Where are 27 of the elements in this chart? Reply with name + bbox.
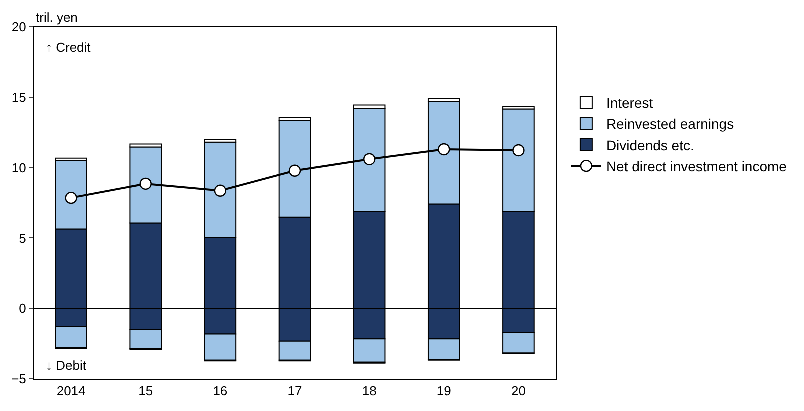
y-tick-label: 0 [19,301,26,316]
x-tick-label: 16 [213,384,228,399]
y-tick-label: −5 [12,372,26,387]
legend-label: Dividends etc. [606,137,694,154]
point [140,178,152,190]
legend-label: Reinvested earnings [606,116,734,132]
y-tick-label: 5 [19,230,26,246]
point [65,192,78,204]
point [288,164,302,177]
point [214,184,227,197]
annotation: ↑ Credit [46,40,92,55]
y-tick-label: 10 [12,160,26,176]
x-tick-label: 15 [138,384,154,399]
x-tick-label: 19 [436,384,452,399]
y-tick-label: 20 [12,20,26,35]
x-tick-label: 17 [288,384,302,399]
legend-label: Interest [606,94,654,111]
x-tick-label: 2014 [56,384,86,399]
legend-label: Net direct investment income [606,158,788,174]
point [363,153,376,166]
y-tick-label: 15 [12,90,26,105]
x-tick-label: 18 [362,384,377,399]
point [512,144,525,157]
point [438,143,450,156]
x-tick-label: 20 [511,384,526,399]
y-axis-title: tril. yen [36,10,78,25]
annotation: ↓ Debit [46,358,87,373]
